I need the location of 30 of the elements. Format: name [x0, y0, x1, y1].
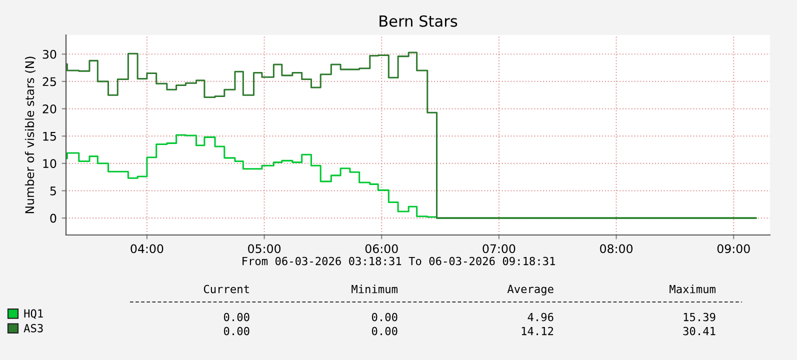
legend-label: AS3 [24, 324, 43, 332]
text: 15.39 [684, 312, 716, 322]
y-tick-label: 0 [50, 214, 56, 223]
text: Average [507, 284, 554, 296]
text: 14.12 [522, 326, 554, 336]
x-tick-label: 06:00 [365, 244, 398, 254]
text: Current [204, 284, 249, 294]
y-tick-label: 15 [43, 132, 56, 141]
x-tick-label: 08:00 [600, 244, 633, 254]
legend-label: HQ1 [24, 309, 43, 319]
text: 0.00 [224, 326, 250, 336]
y-tick-label: 25 [42, 77, 56, 86]
x-tick-label: 09:00 [717, 244, 750, 254]
text: Minimum [352, 284, 398, 294]
y-tick-label: 20 [42, 104, 56, 114]
x-tick-label: 04:00 [130, 244, 164, 254]
y-tick-label: 10 [43, 159, 56, 168]
text: From 06-03-2026 03:18:31 To 06-03-2026 09:18:31 [242, 256, 555, 266]
text: 0.00 [224, 312, 250, 322]
text: Maximum [670, 284, 716, 294]
y-axis-title: Number of visible stars (N) [24, 56, 36, 214]
text: 4.96 [528, 312, 554, 322]
text: 0.00 [372, 326, 398, 336]
x-tick-label: 07:00 [482, 244, 516, 254]
y-tick-label: 30 [42, 50, 56, 59]
text: 30.41 [683, 326, 716, 336]
x-tick-label: 05:00 [248, 244, 281, 254]
y-tick-label: 5 [50, 186, 56, 196]
chart-title: Bern Stars [380, 15, 458, 27]
text: 0.00 [372, 312, 398, 322]
